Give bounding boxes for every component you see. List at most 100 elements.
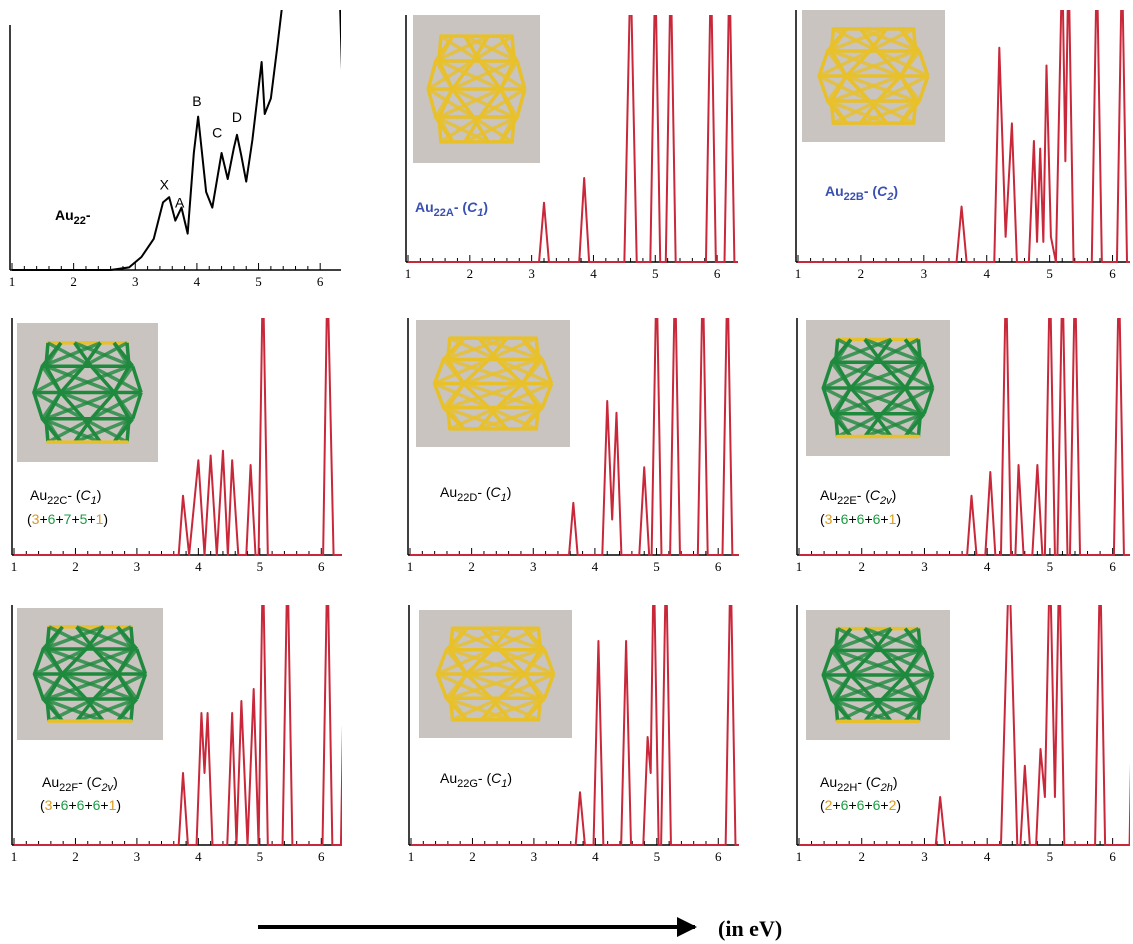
label-part: ) — [113, 774, 118, 790]
composition-sep: + — [71, 511, 79, 527]
x-tick-label: 4 — [194, 274, 201, 289]
label-part: 22D — [457, 492, 477, 504]
label-part: 22B — [844, 191, 864, 203]
label-part: ) — [507, 484, 512, 500]
x-tick-label: 2 — [858, 559, 865, 574]
x-tick-label: 5 — [257, 849, 264, 864]
x-tick-label: 5 — [1046, 266, 1053, 281]
label-part: - ( — [478, 770, 492, 786]
structure-label: Au22F- (C2v) — [42, 774, 118, 794]
cluster-bond — [46, 343, 48, 366]
x-tick-label: 5 — [257, 559, 264, 574]
label-part: - ( — [78, 774, 92, 790]
cluster-bond — [448, 338, 450, 359]
x-tick-label: 4 — [590, 266, 597, 281]
cluster-bond — [836, 339, 838, 362]
x-tick-label: 2 — [469, 849, 476, 864]
composition-sep: + — [68, 797, 76, 813]
composition-sep: + — [864, 511, 872, 527]
peak-annotation: B — [192, 93, 201, 109]
x-tick-label: 3 — [530, 559, 537, 574]
x-tick-label: 4 — [984, 849, 991, 864]
composition-part: 3 — [45, 797, 53, 813]
x-tick-label: 6 — [715, 559, 722, 574]
x-tick-label: 4 — [592, 849, 599, 864]
composition-part: 6 — [857, 797, 865, 813]
peak-annotation: C — [212, 124, 222, 140]
label-part: - ( — [454, 199, 468, 215]
label-part: 2 — [886, 191, 893, 203]
structure-label: Au22B- (C2) — [825, 183, 898, 203]
x-tick-label: 1 — [11, 849, 18, 864]
composition-close: ) — [896, 797, 901, 813]
label-part: Au — [820, 487, 837, 503]
x-tick-label: 3 — [531, 849, 538, 864]
label-part: 22 — [74, 215, 86, 227]
x-tick-label: 5 — [255, 274, 262, 289]
label-part: ) — [893, 183, 898, 199]
composition-sep: + — [848, 511, 856, 527]
label-part: Au — [440, 484, 457, 500]
x-tick-label: 1 — [407, 559, 414, 574]
composition-sep: + — [848, 797, 856, 813]
label-part: 22F — [59, 782, 78, 794]
composition-part: 6 — [93, 797, 101, 813]
composition-close: ) — [103, 511, 108, 527]
composition-sep: + — [880, 511, 888, 527]
peak-annotation: X — [160, 176, 170, 192]
label-part: ) — [483, 199, 488, 215]
composition-part: 6 — [61, 797, 69, 813]
x-tick-label: 2 — [858, 849, 865, 864]
label-part: Au — [30, 487, 47, 503]
x-tick-label: 2 — [72, 849, 79, 864]
label-part: - ( — [857, 487, 871, 503]
composition-sep: + — [84, 797, 92, 813]
structure-label: Au22- — [55, 207, 91, 227]
composition-part: 6 — [48, 511, 56, 527]
x-tick-label: 6 — [1109, 559, 1116, 574]
composition-sep: + — [55, 511, 63, 527]
composition-part: 1 — [889, 511, 897, 527]
x-tick-label: 2 — [467, 266, 474, 281]
composition-label: (3+6+6+6+1) — [820, 511, 901, 527]
composition-part: 6 — [77, 797, 85, 813]
label-part: ) — [892, 487, 897, 503]
label-part: 22G — [457, 778, 478, 790]
x-tick-label: 1 — [405, 266, 412, 281]
x-tick-label: 6 — [1109, 266, 1116, 281]
x-tick-label: 3 — [132, 274, 139, 289]
structure-label: Au22D- (C1) — [440, 484, 511, 504]
label-part: Au — [42, 774, 59, 790]
composition-sep: + — [832, 797, 840, 813]
x-tick-label: 6 — [318, 559, 325, 574]
x-tick-label: 1 — [796, 849, 803, 864]
x-tick-label: 5 — [1047, 559, 1054, 574]
composition-sep: + — [39, 511, 47, 527]
composition-part: 3 — [825, 511, 833, 527]
label-part: Au — [415, 199, 434, 215]
x-tick-label: 3 — [134, 559, 141, 574]
x-tick-label: 3 — [134, 849, 141, 864]
x-tick-label: 5 — [653, 559, 660, 574]
composition-part: 5 — [80, 511, 88, 527]
label-part: - ( — [864, 183, 878, 199]
label-part: Au — [825, 183, 844, 199]
label-part: ) — [893, 774, 898, 790]
x-tick-label: 6 — [317, 274, 324, 289]
structure-label: Au22A- (C1) — [415, 199, 488, 219]
x-tick-label: 6 — [1109, 849, 1116, 864]
composition-part: 6 — [873, 511, 881, 527]
cluster-bond — [47, 627, 49, 649]
x-tick-label: 4 — [195, 559, 202, 574]
x-tick-label: 2 — [468, 559, 475, 574]
composition-part: 2 — [825, 797, 833, 813]
x-tick-label: 1 — [9, 274, 16, 289]
x-tick-label: 1 — [408, 849, 415, 864]
composition-sep: + — [864, 797, 872, 813]
peak-annotation: A — [175, 195, 185, 211]
composition-part: 1 — [109, 797, 117, 813]
composition-part: 6 — [841, 797, 849, 813]
peak-annotation: D — [232, 109, 242, 125]
composition-part: 1 — [96, 511, 104, 527]
x-tick-label: 3 — [528, 266, 535, 281]
